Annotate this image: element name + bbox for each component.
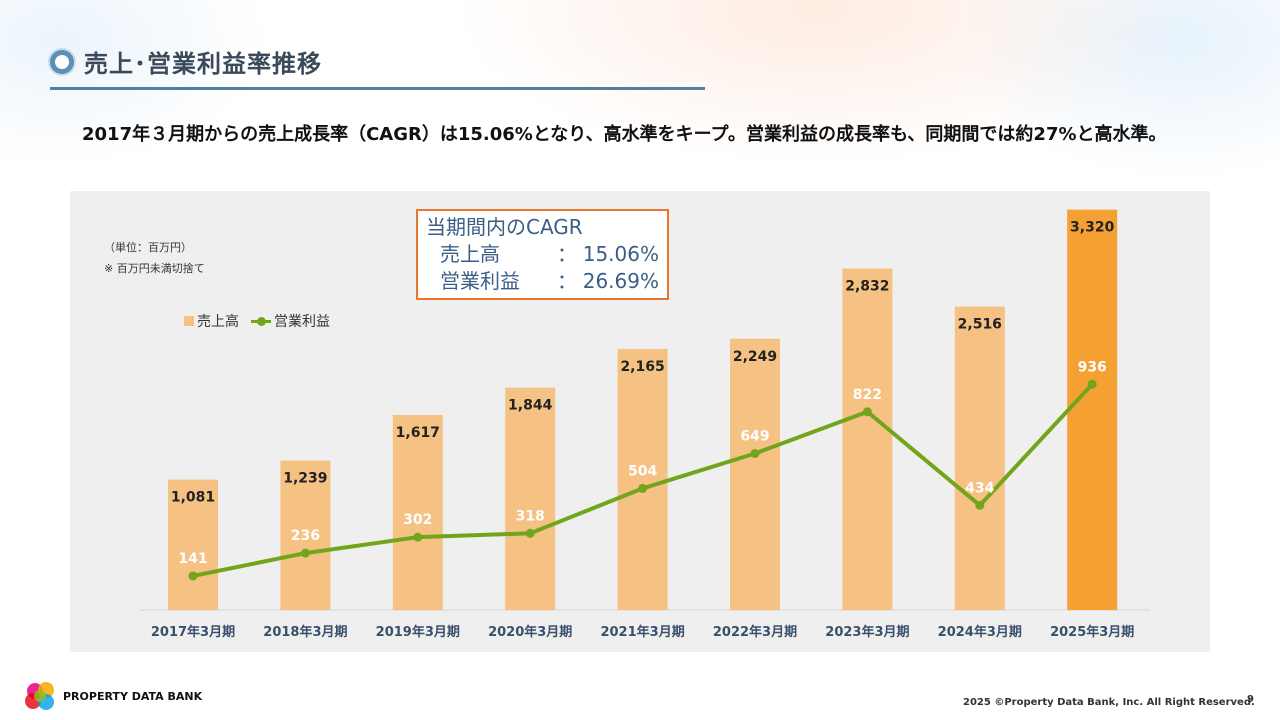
bar: [168, 479, 218, 610]
title-underline: [50, 87, 705, 90]
bar-value-label: 1,239: [283, 471, 327, 487]
page-title: 売上･営業利益率推移: [84, 50, 322, 78]
cagr-box: 当期間内のCAGR 売上高 ： 15.06% 営業利益 ： 26.69%: [416, 209, 669, 300]
cagr-value: 26.69%: [582, 269, 659, 293]
line-point: [300, 548, 310, 558]
bar-value-label: 1,081: [171, 490, 215, 506]
page-number: 9: [1247, 694, 1254, 705]
bar: [617, 348, 668, 610]
line-point: [413, 532, 423, 542]
line-value-label: 936: [1078, 359, 1107, 375]
bar-value-label: 2,516: [958, 317, 1002, 333]
line-value-label: 822: [853, 387, 882, 403]
line-point: [750, 448, 760, 458]
cagr-label: 売上高: [440, 242, 500, 266]
bar-value-label: 1,617: [396, 425, 440, 441]
bar-value-label: 2,832: [845, 278, 889, 294]
truncation-note: ※ 百万円未満切捨て: [104, 262, 205, 275]
line-point: [525, 528, 535, 538]
unit-note: （単位：百万円）: [104, 241, 192, 254]
cagr-title: 当期間内のCAGR: [426, 215, 583, 239]
line-value-label: 649: [740, 428, 769, 444]
cagr-label: 営業利益: [440, 269, 520, 293]
legend-bar-label: 売上高: [197, 314, 239, 330]
category-tick-label: 2023年3月期: [825, 624, 909, 640]
line-value-label: 318: [516, 508, 545, 524]
title-ring-icon: [50, 49, 74, 74]
category-tick-label: 2021年3月期: [600, 624, 684, 640]
company-logo-icon: [25, 682, 54, 710]
line-point: [975, 500, 985, 510]
legend-line-label: 営業利益: [274, 314, 330, 330]
cagr-row-sales: 売上高 ： 15.06%: [426, 241, 659, 268]
chart-legend: 売上高 営業利益: [184, 311, 330, 331]
bar: [954, 306, 1005, 610]
cagr-row-operating-profit: 営業利益 ： 26.69%: [426, 268, 659, 295]
category-tick-label: 2018年3月期: [263, 624, 347, 640]
cagr-separator: ：: [557, 242, 577, 266]
line-point: [188, 571, 198, 581]
bar-value-label: 1,844: [508, 398, 553, 414]
line-value-label: 236: [291, 528, 320, 544]
line-value-label: 141: [178, 551, 207, 567]
bar: [392, 415, 443, 610]
line-value-label: 504: [628, 463, 657, 479]
bar-value-label: 2,165: [620, 359, 664, 375]
bar: [730, 338, 780, 610]
bar-value-label: 2,249: [733, 349, 777, 365]
bar: [280, 460, 331, 610]
bar: [505, 387, 556, 610]
legend-line-swatch: [251, 316, 271, 326]
cagr-separator: ：: [557, 269, 577, 293]
footer-brand: PROPERTY DATA BANK: [63, 690, 203, 703]
cagr-value: 15.06%: [582, 242, 659, 266]
title-block: 売上･営業利益率推移: [50, 44, 322, 79]
category-tick-label: 2024年3月期: [938, 624, 1022, 640]
bar-value-label: 3,320: [1070, 220, 1115, 236]
line-value-label: 434: [965, 480, 994, 496]
line-point: [638, 483, 648, 493]
category-tick-label: 2025年3月期: [1050, 624, 1134, 640]
line-value-label: 302: [403, 512, 432, 528]
line-point: [862, 407, 872, 417]
lead-text: 2017年３月期からの売上成長率（CAGR）は15.06%となり、高水準をキープ…: [82, 124, 1167, 145]
legend-bar-swatch: [184, 316, 194, 326]
copyright: 2025 ©Property Data Bank, Inc. All Right…: [963, 697, 1255, 708]
category-tick-label: 2020年3月期: [488, 624, 572, 640]
category-tick-label: 2022年3月期: [713, 624, 797, 640]
bar: [1067, 209, 1118, 610]
category-tick-label: 2017年3月期: [151, 624, 235, 640]
bar: [842, 268, 893, 610]
line-point: [1087, 379, 1097, 389]
category-tick-label: 2019年3月期: [376, 624, 460, 640]
